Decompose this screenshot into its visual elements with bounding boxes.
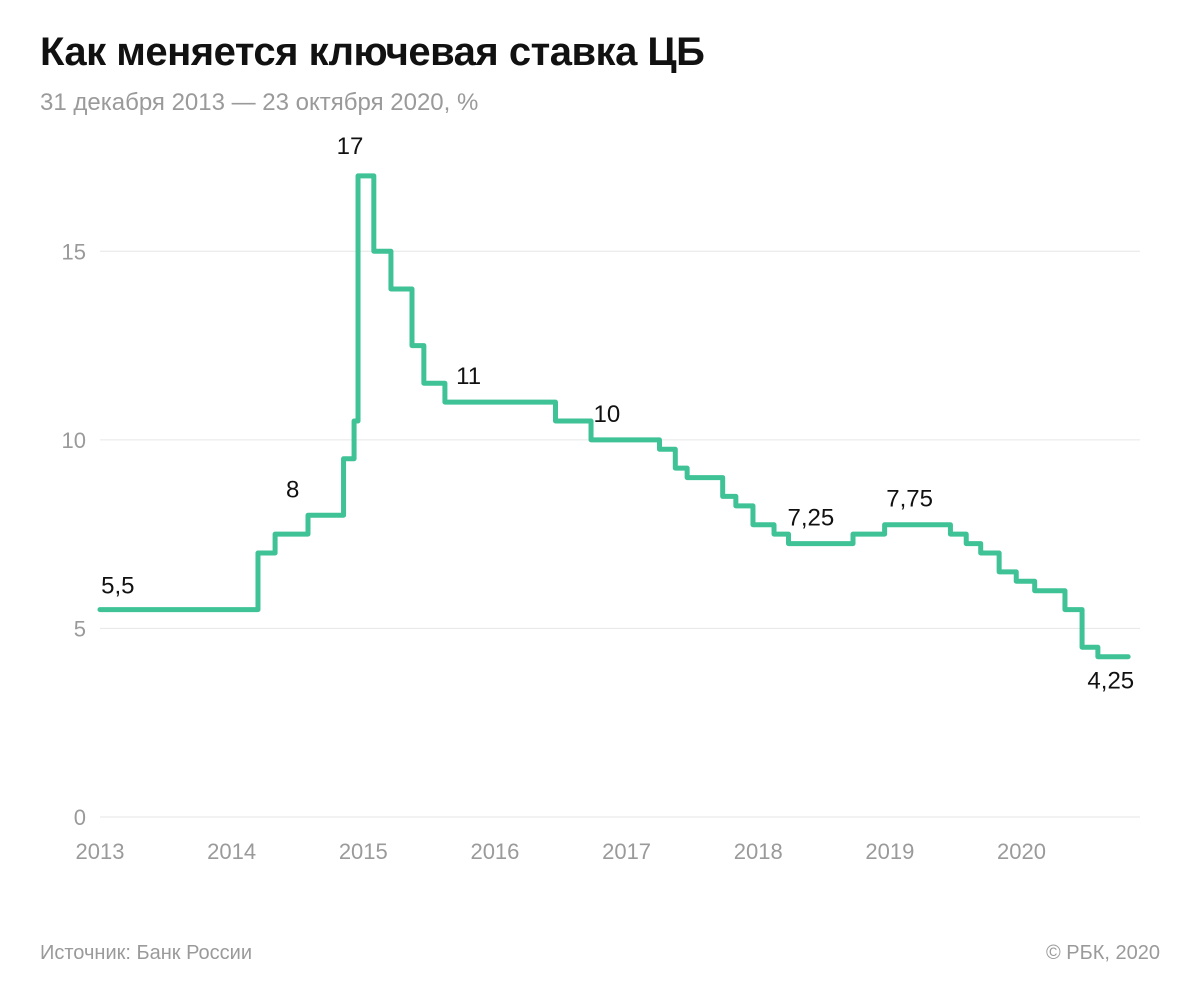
chart-subtitle: 31 декабря 2013 — 23 октября 2020, % (40, 89, 1160, 117)
data-label: 4,25 (1087, 668, 1134, 695)
line-chart: 0 5 10 15 2013 2014 2015 2016 2017 2018 2019 2020 5,… (40, 137, 1160, 877)
x-tick-label: 2015 (339, 839, 388, 864)
chart-footer: Источник: Банк России © РБК, 2020 (40, 934, 1160, 965)
data-label: 5,5 (101, 573, 134, 600)
chart-title: Как меняется ключевая ставка ЦБ (40, 30, 1160, 75)
data-label: 8 (286, 476, 299, 503)
y-tick-label: 15 (62, 239, 86, 264)
data-label: 10 (593, 401, 620, 428)
data-label: 7,25 (788, 505, 835, 532)
x-tick-label: 2020 (997, 839, 1046, 864)
x-tick-label: 2014 (207, 839, 256, 864)
source-label: Источник: Банк России (40, 942, 252, 965)
x-tick-label: 2018 (734, 839, 783, 864)
chart-page: Как меняется ключевая ставка ЦБ 31 декаб… (0, 0, 1200, 985)
data-label: 7,75 (886, 486, 933, 513)
x-tick-label: 2016 (470, 839, 519, 864)
x-tick-label: 2013 (76, 839, 125, 864)
y-tick-label: 0 (74, 805, 86, 830)
copyright-label: © РБК, 2020 (1046, 942, 1160, 965)
chart-area: 0 5 10 15 2013 2014 2015 2016 2017 2018 2019 2020 5,… (40, 137, 1160, 934)
data-label: 11 (456, 363, 481, 390)
x-tick-label: 2019 (865, 839, 914, 864)
y-tick-label: 5 (74, 616, 86, 641)
x-tick-label: 2017 (602, 839, 651, 864)
y-tick-label: 10 (62, 428, 86, 453)
data-label: 17 (337, 137, 364, 160)
